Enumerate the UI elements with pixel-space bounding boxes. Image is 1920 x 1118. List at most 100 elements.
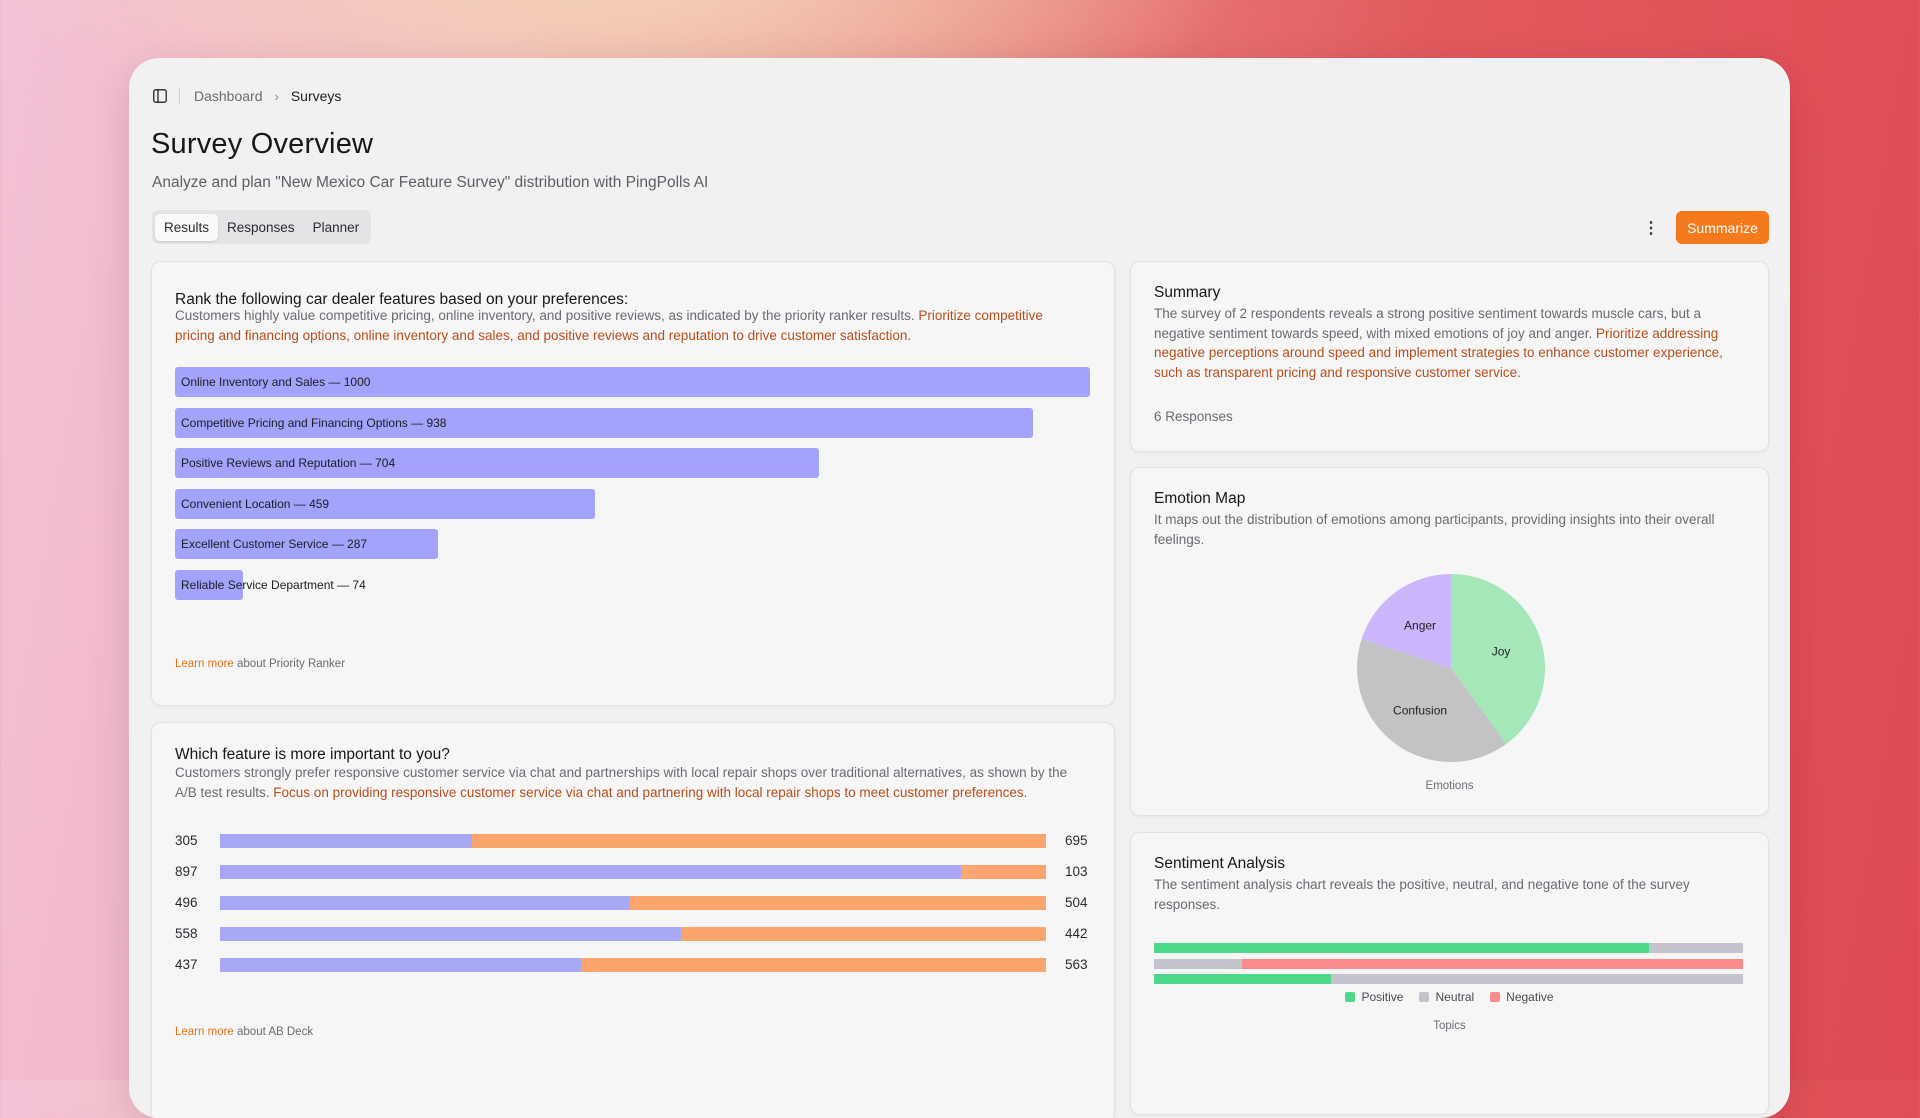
ranker-row: Excellent Customer Service — 287 xyxy=(175,529,1090,559)
ab-left-value: 558 xyxy=(175,926,198,941)
ab-left-value: 496 xyxy=(175,895,198,910)
pie-svg: Joy Confusion Anger xyxy=(1357,574,1545,762)
sentiment-segment-neutral xyxy=(1648,943,1743,953)
ab-bar-option-b xyxy=(220,834,1046,848)
ranker-bar xyxy=(175,448,820,478)
tab-planner[interactable]: Planner xyxy=(312,219,360,235)
pie-slice-confusion[interactable] xyxy=(1357,638,1507,762)
sentiment-segment-negative xyxy=(1242,958,1743,969)
pie-slice-joy[interactable] xyxy=(1451,574,1545,745)
pie-slice-label: Joy xyxy=(1492,645,1511,659)
summary-recommendation: Prioritize addressing negative perceptio… xyxy=(1154,325,1723,380)
tab-results[interactable]: Results xyxy=(155,213,219,241)
ranker-bar-label: Positive Reviews and Reputation — 704 xyxy=(181,456,396,470)
ab-bar-option-b xyxy=(220,927,1046,941)
ab-learn-more: Learn more about AB Deck xyxy=(175,1026,313,1038)
summarize-button[interactable]: Summarize xyxy=(1676,211,1769,244)
ranker-insight-text: Customers highly value competitive prici… xyxy=(175,308,919,323)
learn-more-link[interactable]: Learn more xyxy=(175,1026,234,1038)
ranker-recommendation: Prioritize competitive pricing and finan… xyxy=(175,308,1043,343)
sentiment-axis-caption: Topics xyxy=(1433,1020,1466,1032)
ab-row: 558 442 xyxy=(175,923,1088,945)
ranker-bar xyxy=(175,407,1034,438)
ranker-row: Convenient Location — 459 xyxy=(175,488,1090,519)
ranker-bar-label: Reliable Service Department — 74 xyxy=(181,577,366,592)
learn-more-text: about Priority Ranker xyxy=(233,658,346,670)
ab-bar-option-a xyxy=(220,834,472,848)
page-title: Survey Overview xyxy=(151,128,374,160)
sentiment-segment-positive xyxy=(1154,943,1649,953)
emotion-pie-chart: Joy Confusion Anger xyxy=(1351,568,1551,773)
priority-ranker-card: Rank the following car dealer features b… xyxy=(151,261,1115,706)
ab-bar-option-a xyxy=(220,927,681,941)
sentiment-title: Sentiment Analysis xyxy=(1154,855,1285,872)
ab-bar-option-a xyxy=(220,865,961,879)
ab-bar-option-a xyxy=(220,958,581,972)
summary-title: Summary xyxy=(1154,284,1221,301)
ab-row: 437 563 xyxy=(175,954,1088,976)
ab-bar-option-a xyxy=(220,896,630,910)
legend-label: Neutral xyxy=(1435,990,1475,1004)
legend-swatch-negative xyxy=(1490,992,1501,1002)
legend-label: Positive xyxy=(1361,990,1404,1004)
ranker-bar xyxy=(175,529,438,559)
emotion-axis-caption: Emotions xyxy=(1425,780,1474,792)
sentiment-card: Sentiment Analysis The sentiment analysi… xyxy=(1130,832,1769,1115)
sentiment-legend: Positive Neutral Negative xyxy=(1131,990,1768,1004)
ranker-row: Competitive Pricing and Financing Option… xyxy=(175,407,1090,438)
ranker-row: Online Inventory and Sales — 1000 xyxy=(175,367,1090,397)
ab-insight: Customers strongly prefer responsive cus… xyxy=(175,763,1087,802)
legend-item-negative: Negative xyxy=(1490,990,1554,1004)
learn-more-text: about AB Deck xyxy=(233,1026,314,1038)
ranker-insight: Customers highly value competitive prici… xyxy=(175,306,1075,345)
chevron-right-icon: › xyxy=(274,88,279,104)
breadcrumb-dashboard-link[interactable]: Dashboard xyxy=(194,88,263,104)
sentiment-segment-neutral xyxy=(1154,958,1243,969)
ranker-bar-label: Convenient Location — 459 xyxy=(181,496,330,511)
legend-label: Negative xyxy=(1506,990,1554,1004)
ab-left-value: 305 xyxy=(175,833,198,848)
ranker-bar-label: Excellent Customer Service — 287 xyxy=(181,537,368,551)
ranker-bar xyxy=(175,569,243,600)
sentiment-row xyxy=(1154,943,1743,953)
ranker-question: Rank the following car dealer features b… xyxy=(175,291,629,308)
sentiment-segment-positive xyxy=(1154,974,1331,984)
ab-bar-option-b xyxy=(220,958,1046,972)
more-vertical-icon[interactable]: ⋮ xyxy=(1643,220,1659,237)
legend-swatch-positive xyxy=(1345,992,1356,1002)
legend-item-positive: Positive xyxy=(1345,990,1403,1004)
ab-insight-text: Customers strongly prefer responsive cus… xyxy=(175,765,1068,800)
ab-row: 305 695 xyxy=(175,830,1088,852)
ab-bar-option-b xyxy=(220,896,1046,910)
tab-responses[interactable]: Responses xyxy=(227,219,295,235)
ranker-row: Reliable Service Department — 74 xyxy=(175,569,1090,600)
ab-row: 496 504 xyxy=(175,892,1088,914)
sidebar-toggle-icon[interactable] xyxy=(153,89,167,103)
ab-recommendation: Focus on providing responsive customer s… xyxy=(273,784,1028,800)
legend-swatch-neutral xyxy=(1419,992,1430,1002)
ab-right-value: 504 xyxy=(1065,895,1088,910)
ranker-bar-label: Online Inventory and Sales — 1000 xyxy=(181,375,371,389)
sentiment-row xyxy=(1154,958,1743,969)
ab-left-value: 897 xyxy=(175,864,198,879)
ranker-learn-more: Learn more about Priority Ranker xyxy=(175,658,345,670)
learn-more-link[interactable]: Learn more xyxy=(175,658,234,670)
page-subtitle: Analyze and plan "New Mexico Car Feature… xyxy=(152,174,709,191)
summary-text: The survey of 2 respondents reveals a st… xyxy=(1154,304,1744,382)
response-count: 6 Responses xyxy=(1154,409,1233,424)
emotion-title: Emotion Map xyxy=(1154,490,1246,507)
pie-slice-label: Confusion xyxy=(1393,704,1447,718)
summary-card: Summary The survey of 2 respondents reve… xyxy=(1130,261,1769,452)
ab-left-value: 437 xyxy=(175,957,198,972)
ab-question: Which feature is more important to you? xyxy=(175,746,450,763)
pie-slice-anger[interactable] xyxy=(1361,574,1451,668)
ab-row: 897 103 xyxy=(175,861,1088,883)
sentiment-desc: The sentiment analysis chart reveals the… xyxy=(1154,877,1690,912)
tab-list: Results Responses Planner xyxy=(152,210,372,244)
breadcrumb-divider xyxy=(179,88,180,104)
ab-deck-card: Which feature is more important to you? … xyxy=(151,722,1115,1118)
ab-right-value: 695 xyxy=(1065,833,1088,848)
ranker-row: Positive Reviews and Reputation — 704 xyxy=(175,448,1090,478)
ranker-bar xyxy=(175,488,595,519)
emotion-desc: It maps out the distribution of emotions… xyxy=(1154,512,1715,547)
